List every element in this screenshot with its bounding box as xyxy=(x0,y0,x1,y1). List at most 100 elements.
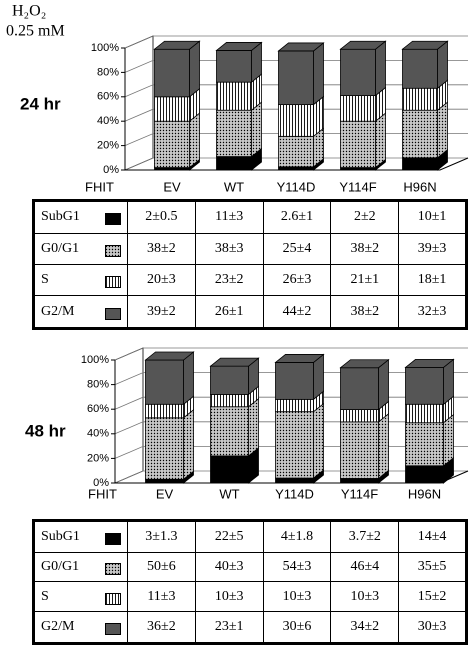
row-label: G2/M xyxy=(41,303,75,319)
y-tick-label: 100% xyxy=(91,42,119,54)
swatch xyxy=(105,213,121,226)
table-row: G2/M 36±2 23±1 30±6 34±2 30±3 xyxy=(33,611,467,644)
value-cell: 2±2 xyxy=(330,200,400,234)
bar-segment xyxy=(275,477,314,484)
bar-segment xyxy=(340,421,379,479)
legend-swatch xyxy=(105,563,121,576)
bar-top xyxy=(153,40,201,50)
y-tick-label: 40% xyxy=(97,115,119,127)
bar-segment xyxy=(405,366,444,405)
y-tick-label: 40% xyxy=(87,428,109,440)
bar-segment xyxy=(405,465,444,484)
table-row: S 20±3 23±2 26±3 21±1 18±1 xyxy=(33,263,467,297)
value-cell: 26±1 xyxy=(194,295,264,329)
y-tick-label: 0% xyxy=(93,477,109,489)
value-cell: 23±1 xyxy=(194,611,264,644)
x-tick-label: H96N xyxy=(408,486,441,501)
y-tick-label: 20% xyxy=(97,140,119,152)
row-label-cell: G2/M xyxy=(33,295,128,329)
reagent: H₂O₂ xyxy=(12,3,46,20)
bar-segment xyxy=(145,417,184,480)
bar-segment xyxy=(340,120,376,168)
back-wall xyxy=(114,347,144,484)
bar-segment xyxy=(278,166,314,171)
legend-swatch xyxy=(105,213,121,226)
value-cell: 32±3 xyxy=(398,295,467,329)
bar-segment xyxy=(210,365,249,395)
chart-title: 24 hr xyxy=(20,94,61,113)
value-cell: 54±3 xyxy=(262,551,332,583)
table-row: G2/M 39±2 26±1 44±2 38±2 32±3 xyxy=(33,295,467,329)
x-tick-label: Y114F xyxy=(341,486,378,501)
value-cell: 18±1 xyxy=(398,263,467,297)
x-tick-label: Y114F xyxy=(339,179,376,194)
value-cell: 40±3 xyxy=(194,551,264,583)
row-label: G0/G1 xyxy=(41,559,80,575)
row-label: G0/G1 xyxy=(41,240,80,256)
value-cell: 35±5 xyxy=(398,551,467,583)
grid-line xyxy=(124,35,468,49)
legend-swatch xyxy=(105,623,121,636)
row-label-cell: G0/G1 xyxy=(33,551,128,583)
swatch xyxy=(105,592,121,605)
y-tick-label: 60% xyxy=(97,91,119,103)
value-cell: 2.6±1 xyxy=(262,200,332,234)
row-label-cell: S xyxy=(33,581,128,613)
bar-segment xyxy=(405,422,444,467)
value-cell: 39±2 xyxy=(127,295,196,329)
value-cell: 10±3 xyxy=(330,581,400,613)
value-cell: 38±2 xyxy=(330,295,400,329)
bar-segment xyxy=(278,104,314,137)
value-cell: 10±3 xyxy=(194,581,264,613)
x-tick-label: H96N xyxy=(403,179,436,194)
bar-top xyxy=(209,357,260,367)
back-wall xyxy=(124,35,154,171)
legend-swatch xyxy=(105,592,121,605)
legend-swatch xyxy=(105,244,121,257)
table-row: SubG1 2±0.5 11±3 2.6±1 2±2 10±1 xyxy=(33,200,467,234)
x-tick-label: EV xyxy=(163,179,181,194)
value-cell: 15±2 xyxy=(398,581,467,613)
bar-side xyxy=(375,112,386,169)
bar-segment xyxy=(210,455,249,484)
bar-side xyxy=(437,101,448,159)
value-cell: 38±2 xyxy=(330,232,400,265)
bar-segment xyxy=(405,403,444,424)
legend-swatch xyxy=(105,276,121,289)
value-cell: 26±3 xyxy=(262,263,332,297)
bar-segment xyxy=(145,478,184,484)
value-cell: 3±1.3 xyxy=(127,520,196,553)
y-tick-label: 80% xyxy=(87,379,109,391)
row-label-cell: G0/G1 xyxy=(33,232,128,265)
bar-side xyxy=(378,358,389,411)
swatch xyxy=(105,244,121,257)
y-tick-label: 80% xyxy=(97,66,119,78)
table-row: S 11±3 10±3 10±3 10±3 15±2 xyxy=(33,581,467,613)
y-tick-label: 100% xyxy=(81,354,109,366)
swatch xyxy=(105,623,121,636)
value-cell: 46±4 xyxy=(330,551,400,583)
bar-top xyxy=(339,40,387,50)
value-cell: 38±2 xyxy=(127,232,196,265)
bar-segment xyxy=(340,409,379,423)
row-label: SubG1 xyxy=(41,528,80,544)
x-axis-label: FHIT xyxy=(88,486,117,501)
swatch xyxy=(105,276,121,289)
value-cell: 30±6 xyxy=(262,611,332,644)
swatch xyxy=(105,532,121,545)
bar-segment xyxy=(154,96,190,122)
row-label: G2/M xyxy=(41,619,75,635)
x-tick-label: WT xyxy=(219,486,239,501)
row-label-cell: G2/M xyxy=(33,611,128,644)
grid-line xyxy=(114,347,468,361)
value-cell: 10±3 xyxy=(262,581,332,613)
value-cell: 25±4 xyxy=(262,232,332,265)
row-label-cell: S xyxy=(33,263,128,297)
value-cell: 44±2 xyxy=(262,295,332,329)
bar-side xyxy=(375,40,386,97)
bar-segment xyxy=(216,81,252,111)
table-row: SubG1 3±1.3 22±5 4±1.8 3.7±2 14±4 xyxy=(33,520,467,553)
x-tick-label: Y114D xyxy=(277,179,316,194)
bar-side xyxy=(189,112,200,169)
bar-segment xyxy=(340,48,376,96)
